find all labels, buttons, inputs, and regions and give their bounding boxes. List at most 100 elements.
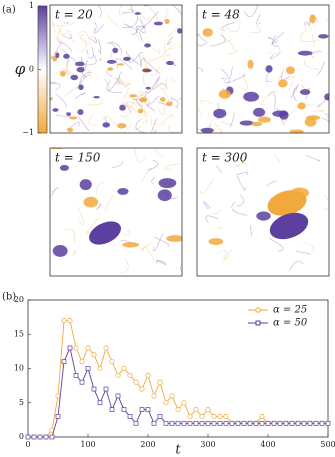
filament: [153, 232, 164, 252]
marker: [193, 420, 199, 426]
filament: [66, 70, 75, 75]
filament: [123, 122, 135, 133]
marker: [97, 400, 103, 406]
snapshot: [50, 148, 182, 276]
filament: [321, 112, 329, 122]
marker: [55, 414, 61, 419]
filament: [77, 116, 90, 131]
colorbar-tick-label: 0: [29, 65, 34, 74]
filament: [85, 60, 89, 70]
marker: [163, 420, 169, 426]
filament: [135, 119, 148, 133]
snapshot: [197, 148, 329, 276]
filament: [69, 56, 77, 67]
marker: [115, 372, 121, 378]
filament: [284, 106, 298, 122]
filament: [167, 36, 173, 45]
filament: [108, 41, 123, 55]
x-tick-label: 200: [140, 440, 155, 449]
y-tick-label: 5: [19, 398, 24, 407]
legend-marker: [255, 320, 261, 326]
vortex: [52, 108, 59, 112]
filament: [143, 246, 155, 261]
filament: [149, 66, 160, 76]
filament: [98, 5, 102, 17]
vortex: [63, 53, 70, 59]
filament: [118, 72, 126, 87]
filament: [126, 51, 140, 65]
filament: [122, 15, 138, 28]
filament: [151, 176, 156, 184]
filament: [249, 24, 261, 33]
marker: [109, 359, 115, 365]
filament: [149, 115, 153, 127]
filament: [168, 125, 182, 133]
vortex: [142, 68, 152, 73]
filament: [111, 161, 124, 169]
snapshot-label-bg: [51, 6, 95, 22]
marker: [91, 386, 97, 392]
filament: [137, 18, 146, 34]
filament: [317, 95, 329, 108]
filament: [244, 5, 259, 18]
filament: [106, 14, 120, 28]
marker: [265, 420, 271, 426]
snapshot-bg: [50, 148, 182, 276]
marker: [235, 420, 241, 426]
vortex: [50, 97, 54, 101]
vortex: [77, 109, 84, 116]
filament: [323, 112, 329, 123]
panel-label: (b): [2, 292, 16, 303]
filament: [53, 51, 62, 59]
filament: [130, 5, 134, 12]
filament: [55, 37, 63, 45]
marker: [175, 420, 181, 426]
filament: [221, 68, 229, 80]
marker: [175, 407, 181, 413]
marker: [301, 420, 307, 426]
marker: [181, 400, 187, 406]
vortex: [122, 242, 140, 248]
vortex: [70, 74, 79, 81]
filament: [106, 80, 122, 93]
filament: [296, 250, 311, 255]
snapshot-label: t = 300: [202, 151, 248, 165]
filament: [162, 49, 170, 62]
filament: [119, 5, 127, 15]
vortex: [89, 221, 121, 245]
snapshot-bg: [50, 5, 182, 133]
filament: [326, 19, 329, 22]
filament: [139, 10, 151, 21]
filament: [168, 43, 177, 50]
vortex: [265, 65, 273, 73]
marker: [157, 379, 163, 385]
filament: [143, 73, 146, 86]
marker: [37, 434, 43, 440]
filament: [269, 52, 282, 60]
filament: [81, 69, 92, 79]
vortex: [55, 52, 60, 59]
marker: [205, 407, 211, 413]
vortex: [93, 95, 100, 99]
y-tick-label: 10: [14, 364, 24, 373]
vortex: [139, 97, 148, 103]
filament: [123, 23, 135, 29]
filament: [200, 99, 214, 106]
filament: [266, 180, 277, 187]
vortex: [117, 123, 127, 129]
vortex: [66, 112, 72, 116]
filament: [148, 55, 163, 62]
marker: [139, 386, 145, 392]
marker: [241, 420, 247, 426]
filament: [140, 58, 143, 67]
filament: [217, 249, 227, 263]
vortex: [269, 212, 309, 240]
filament: [176, 7, 182, 14]
vortex: [158, 178, 177, 189]
x-tick-label: 500: [320, 440, 335, 449]
marker: [205, 420, 211, 426]
filament: [219, 27, 233, 41]
filament: [312, 110, 325, 112]
marker: [67, 345, 73, 351]
colorbar-tick-label: 1: [29, 1, 34, 10]
